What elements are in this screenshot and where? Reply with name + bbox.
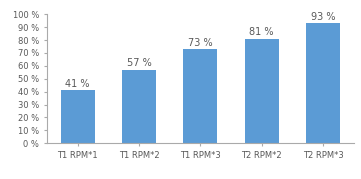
Bar (306, 23, 340, 143)
Bar (183, 49, 217, 143)
Text: 57 %: 57 % (127, 58, 151, 68)
Bar (245, 39, 279, 143)
Text: 73 %: 73 % (188, 38, 213, 48)
Text: 81 %: 81 % (249, 27, 274, 37)
Text: 93 %: 93 % (311, 12, 335, 22)
Text: 41 %: 41 % (65, 79, 90, 89)
Bar (122, 70, 156, 143)
Bar (61, 90, 95, 143)
